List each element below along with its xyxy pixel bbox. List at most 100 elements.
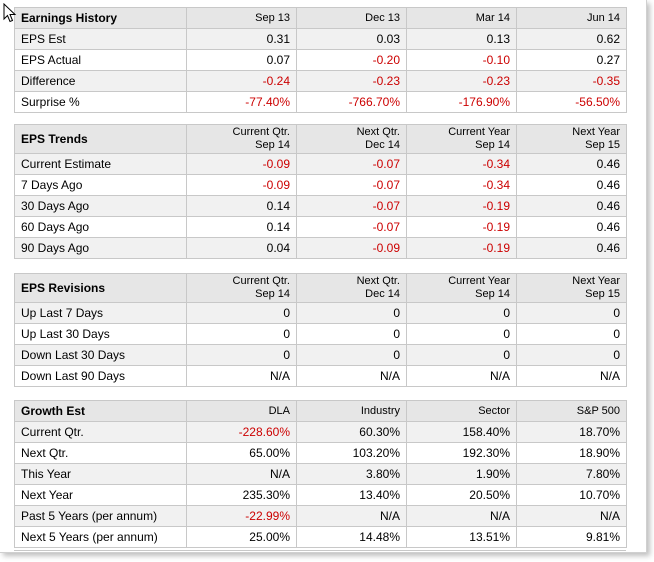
row-label: This Year: [14, 463, 187, 485]
cell-value: 0: [186, 344, 297, 366]
cell-value: 0.14: [186, 216, 297, 238]
cell-value: 1.90%: [406, 463, 517, 485]
earnings-history-header: Earnings History Sep 13 Dec 13 Mar 14 Ju…: [14, 7, 627, 29]
cell-value: 60.30%: [296, 421, 407, 443]
cell-value: -22.99%: [186, 505, 297, 527]
column-header: Next Year Sep 15: [516, 273, 627, 303]
cell-value: 0.27: [516, 49, 627, 71]
row-label: Surprise %: [14, 91, 187, 113]
cell-value: -0.09: [186, 174, 297, 196]
row-label: Down Last 90 Days: [14, 365, 187, 387]
cell-value: 0: [406, 302, 517, 324]
column-header: Current Qtr. Sep 14: [186, 124, 297, 154]
cell-value: 0: [296, 302, 407, 324]
table-row: Next Year 235.30% 13.40% 20.50% 10.70%: [14, 484, 627, 506]
row-label: EPS Actual: [14, 49, 187, 71]
cell-value: 0: [516, 344, 627, 366]
column-header: Sector: [406, 400, 517, 422]
cell-value: 0.07: [186, 49, 297, 71]
row-label: Up Last 30 Days: [14, 323, 187, 345]
column-header: DLA: [186, 400, 297, 422]
table-row: EPS Actual 0.07 -0.20 -0.10 0.27: [14, 49, 627, 71]
column-header: Next Year Sep 15: [516, 124, 627, 154]
table-row: Up Last 7 Days 0 0 0 0: [14, 302, 627, 324]
column-header: Industry: [296, 400, 407, 422]
table-row: 30 Days Ago 0.14 -0.07 -0.19 0.46: [14, 195, 627, 217]
cell-value: 192.30%: [406, 442, 517, 464]
cell-value: -56.50%: [516, 91, 627, 113]
cell-value: -0.23: [406, 70, 517, 92]
cell-value: N/A: [296, 505, 407, 527]
mouse-cursor-icon: [3, 3, 17, 23]
growth-est-table: Growth Est DLA Industry Sector S&P 500 C…: [14, 400, 627, 548]
cell-value: -0.07: [296, 216, 407, 238]
row-label: Down Last 30 Days: [14, 344, 187, 366]
cell-value: -0.07: [296, 174, 407, 196]
table-row: Down Last 30 Days 0 0 0 0: [14, 344, 627, 366]
cell-value: 0: [296, 323, 407, 345]
earnings-history-title: Earnings History: [14, 7, 187, 29]
row-label: Up Last 7 Days: [14, 302, 187, 324]
earnings-history-table: Earnings History Sep 13 Dec 13 Mar 14 Ju…: [14, 7, 627, 113]
cell-value: 103.20%: [296, 442, 407, 464]
cell-value: -0.19: [406, 195, 517, 217]
row-label: Next Year: [14, 484, 187, 506]
table-row: Difference -0.24 -0.23 -0.23 -0.35: [14, 70, 627, 92]
table-row: 90 Days Ago 0.04 -0.09 -0.19 0.46: [14, 237, 627, 259]
table-row: Up Last 30 Days 0 0 0 0: [14, 323, 627, 345]
table-row: 60 Days Ago 0.14 -0.07 -0.19 0.46: [14, 216, 627, 238]
cell-value: 9.81%: [516, 526, 627, 548]
cell-value: -0.07: [296, 195, 407, 217]
cell-value: -0.23: [296, 70, 407, 92]
column-header: Current Year Sep 14: [406, 273, 517, 303]
column-header: Current Year Sep 14: [406, 124, 517, 154]
eps-revisions-title: EPS Revisions: [14, 273, 187, 303]
cell-value: 235.30%: [186, 484, 297, 506]
row-label: 7 Days Ago: [14, 174, 187, 196]
cell-value: -0.10: [406, 49, 517, 71]
cell-value: 0: [516, 302, 627, 324]
row-label: Difference: [14, 70, 187, 92]
eps-trends-title: EPS Trends: [14, 124, 187, 154]
row-label: Past 5 Years (per annum): [14, 505, 187, 527]
cell-value: 0: [406, 344, 517, 366]
row-label: 60 Days Ago: [14, 216, 187, 238]
cell-value: N/A: [406, 365, 517, 387]
cell-value: 0: [186, 323, 297, 345]
growth-est-header: Growth Est DLA Industry Sector S&P 500: [14, 400, 627, 422]
cell-value: -0.19: [406, 237, 517, 259]
cell-value: 20.50%: [406, 484, 517, 506]
cell-value: -0.09: [186, 153, 297, 175]
row-label: 30 Days Ago: [14, 195, 187, 217]
table-row: Down Last 90 Days N/A N/A N/A N/A: [14, 365, 627, 387]
clipped-next-row: [14, 550, 626, 552]
cell-value: N/A: [516, 505, 627, 527]
row-label: Next Qtr.: [14, 442, 187, 464]
cell-value: 18.70%: [516, 421, 627, 443]
cell-value: N/A: [406, 505, 517, 527]
column-header: Dec 13: [296, 7, 407, 29]
row-label: 90 Days Ago: [14, 237, 187, 259]
eps-trends-table: EPS Trends Current Qtr. Sep 14 Next Qtr. D…: [14, 124, 627, 259]
column-header: S&P 500: [516, 400, 627, 422]
cell-value: 10.70%: [516, 484, 627, 506]
row-label: Current Estimate: [14, 153, 187, 175]
cell-value: 0.14: [186, 195, 297, 217]
cell-value: 0.13: [406, 28, 517, 50]
table-row: This Year N/A 3.80% 1.90% 7.80%: [14, 463, 627, 485]
cell-value: 3.80%: [296, 463, 407, 485]
cell-value: 0.46: [516, 153, 627, 175]
cell-value: -0.19: [406, 216, 517, 238]
cell-value: 14.48%: [296, 526, 407, 548]
eps-revisions-header: EPS Revisions Current Qtr. Sep 14 Next Qt…: [14, 273, 627, 303]
cell-value: -0.20: [296, 49, 407, 71]
cell-value: -0.07: [296, 153, 407, 175]
cell-value: -0.34: [406, 153, 517, 175]
cell-value: 0: [296, 344, 407, 366]
column-header: Current Qtr. Sep 14: [186, 273, 297, 303]
cell-value: -77.40%: [186, 91, 297, 113]
cell-value: 0.31: [186, 28, 297, 50]
cell-value: 13.51%: [406, 526, 517, 548]
column-header: Jun 14: [516, 7, 627, 29]
column-header: Mar 14: [406, 7, 517, 29]
